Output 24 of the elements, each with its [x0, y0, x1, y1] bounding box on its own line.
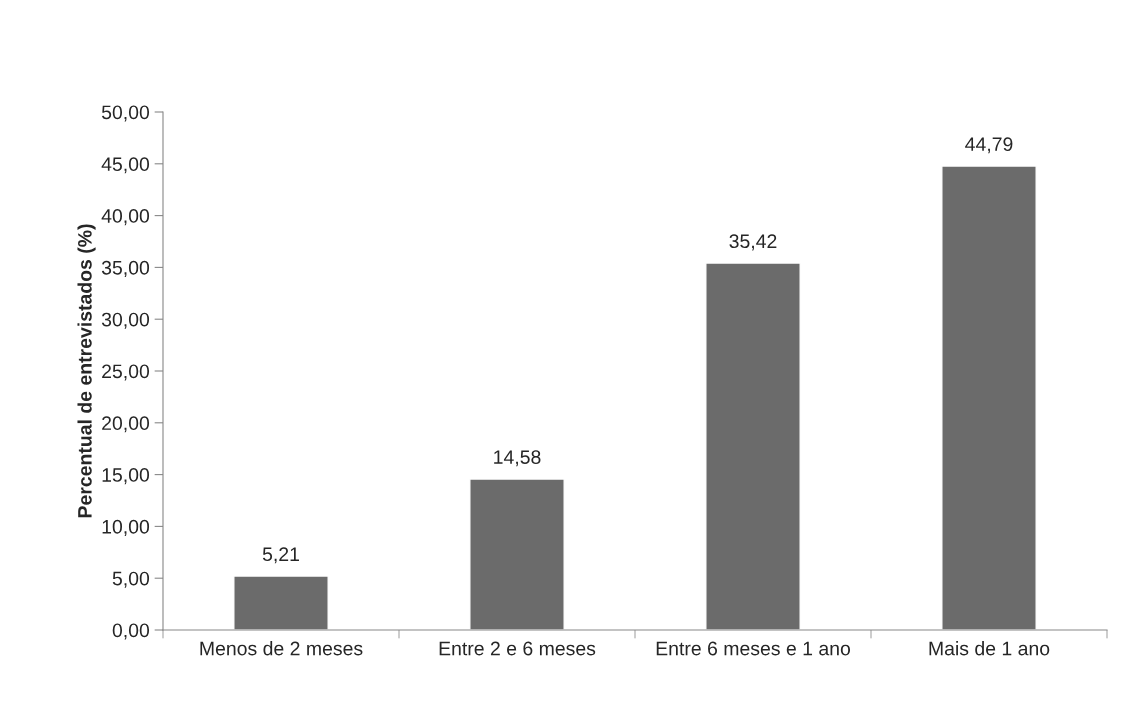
x-tick-label: Menos de 2 meses — [200, 641, 363, 656]
y-tick-label: 35,00 — [101, 260, 150, 277]
y-tick-label: 45,00 — [101, 157, 150, 174]
bar — [941, 165, 1037, 630]
y-tick-label: 20,00 — [102, 416, 150, 433]
y-tick-label: 30,00 — [101, 312, 150, 329]
bar — [233, 575, 329, 630]
y-tick-label: 25,00 — [102, 364, 150, 381]
data-label: 44,79 — [965, 137, 1013, 154]
data-label: 35,42 — [729, 234, 777, 251]
y-tick-label: 10,00 — [102, 519, 150, 536]
y-tick-label: 50,00 — [101, 105, 150, 122]
y-tick-label: 5,00 — [112, 571, 150, 588]
x-tick-label: Entre 6 meses e 1 ano — [656, 641, 851, 656]
bar — [469, 478, 565, 630]
x-tick-label: Mais de 1 ano — [929, 641, 1050, 656]
data-label: 14,58 — [494, 450, 541, 467]
data-label: 5,21 — [262, 547, 299, 564]
y-tick-label: 40,00 — [101, 209, 150, 226]
y-tick-label: 0,00 — [112, 623, 150, 640]
x-tick-label: Entre 2 e 6 meses — [439, 641, 596, 656]
y-axis-title: Percentual de entrevistados (%) — [77, 224, 96, 518]
y-tick-label: 15,00 — [102, 468, 150, 485]
bar — [705, 262, 801, 630]
